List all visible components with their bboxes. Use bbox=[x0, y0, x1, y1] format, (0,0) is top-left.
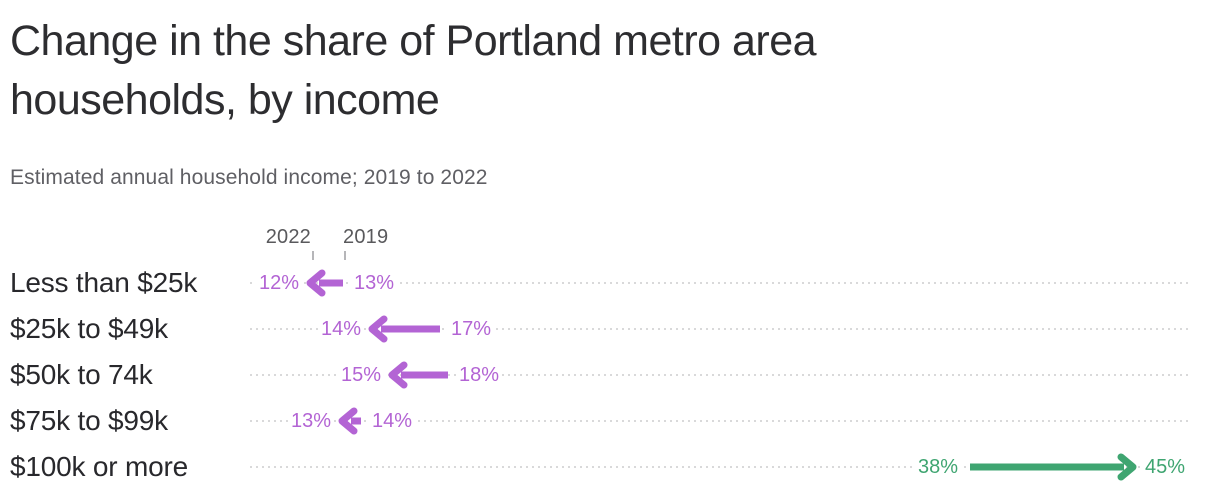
arrow-right-icon bbox=[970, 453, 1137, 481]
row-leader-dotted-line bbox=[250, 420, 1188, 422]
arrow-left-icon bbox=[388, 361, 448, 389]
row-leader-dotted-line bbox=[250, 328, 1188, 330]
chart-title: Change in the share of Portland metro ar… bbox=[10, 17, 817, 124]
category-label: $50k to 74k bbox=[10, 359, 153, 390]
column-header-2022: 2022 bbox=[265, 226, 311, 248]
arrow-left-icon bbox=[338, 407, 361, 435]
column-header-2019: 2019 bbox=[343, 226, 389, 248]
category-label: Less than $25k bbox=[10, 267, 198, 298]
arrow-left-icon bbox=[368, 315, 440, 343]
value-2019: 14% bbox=[369, 409, 416, 433]
chart-row: Less than $25k 12% 13% bbox=[0, 260, 1220, 306]
category-label: $75k to $99k bbox=[10, 405, 168, 436]
axis-tick-2019 bbox=[344, 251, 346, 260]
chart-row: $75k to $99k 13% 14% bbox=[0, 398, 1220, 444]
chart-subtitle: Estimated annual household income; 2019 … bbox=[10, 166, 488, 189]
value-2022: 13% bbox=[287, 409, 334, 433]
chart-row: $50k to 74k 15% 18% bbox=[0, 352, 1220, 398]
value-2022: 12% bbox=[255, 271, 302, 295]
row-leader-dotted-line bbox=[250, 374, 1188, 376]
arrow-left-icon bbox=[306, 269, 343, 297]
value-2019: 38% bbox=[914, 455, 961, 479]
category-label: $25k to $49k bbox=[10, 313, 168, 344]
category-label: $100k or more bbox=[10, 451, 188, 482]
value-2019: 18% bbox=[456, 363, 503, 387]
value-2019: 13% bbox=[351, 271, 398, 295]
value-2022: 14% bbox=[317, 317, 364, 341]
value-2022: 45% bbox=[1142, 455, 1189, 479]
chart-row: $25k to $49k 14% 17% bbox=[0, 306, 1220, 352]
row-leader-dotted-line bbox=[250, 466, 1188, 468]
value-2022: 15% bbox=[337, 363, 384, 387]
chart-row: $100k or more 45% 38% bbox=[0, 444, 1220, 490]
axis-tick-2022 bbox=[312, 251, 314, 260]
value-2019: 17% bbox=[448, 317, 495, 341]
row-leader-dotted-line bbox=[250, 282, 1188, 284]
